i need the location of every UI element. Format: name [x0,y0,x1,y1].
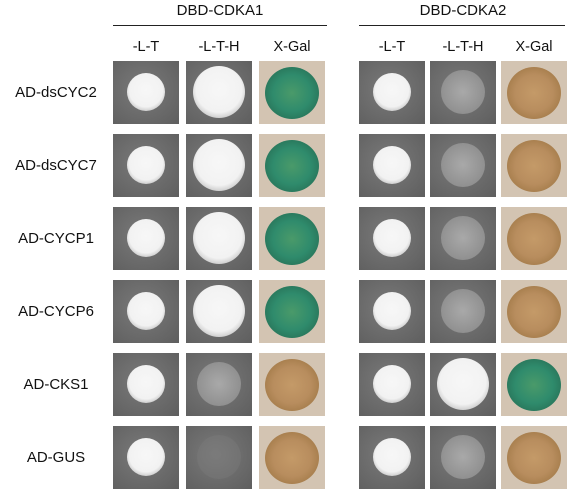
white-colony [193,285,245,337]
faint-colony [441,289,485,333]
group-underline-cdka2 [359,25,565,26]
blue-colony [507,359,561,411]
brown-colony [265,432,319,484]
white-colony [127,73,165,111]
white-colony [193,212,245,264]
white-colony [373,73,411,111]
white-colony [373,146,411,184]
white-colony [373,365,411,403]
brown-colony [507,432,561,484]
spot-panel [259,280,325,343]
spot-panel [186,280,252,343]
spot-panel [430,426,496,489]
spot-panel [186,207,252,270]
spot-panel [359,280,425,343]
blue-colony [265,286,319,338]
col-label-cdka1-xgal: X-Gal [273,39,311,55]
spot-panel [259,61,325,124]
spot-panel [501,280,567,343]
spot-panel [259,134,325,197]
spot-panel [430,353,496,416]
spot-panel [259,207,325,270]
spot-panel [359,207,425,270]
white-colony [373,292,411,330]
spot-panel [113,134,179,197]
spot-panel [186,426,252,489]
brown-colony [507,286,561,338]
spot-panel [259,353,325,416]
brown-colony [507,67,561,119]
col-label-cdka2-lt: -L-T [378,39,406,55]
col-label-cdka2-xgal: X-Gal [515,39,553,55]
white-colony [373,219,411,257]
spot-panel [186,134,252,197]
row-label-cycp1: AD-CYCP1 [18,230,94,247]
row-label-cks1: AD-CKS1 [23,376,89,393]
faint-colony [441,70,485,114]
white-colony [193,66,245,118]
brown-colony [507,140,561,192]
col-label-cdka1-lt: -L-T [132,39,160,55]
white-colony [437,358,489,410]
spot-panel [430,207,496,270]
spot-panel [113,61,179,124]
spot-panel [430,280,496,343]
white-colony [127,292,165,330]
row-label-dscyc2: AD-dsCYC2 [15,84,97,101]
spot-panel [359,426,425,489]
blue-colony [265,140,319,192]
spot-panel [359,134,425,197]
faint-colony [441,216,485,260]
col-label-cdka1-lth: -L-T-H [198,39,240,55]
spot-panel [501,353,567,416]
white-colony [193,139,245,191]
blue-colony [265,213,319,265]
row-label-dscyc7: AD-dsCYC7 [15,157,97,174]
brown-colony [265,359,319,411]
spot-panel [359,61,425,124]
group-underline-cdka1 [113,25,327,26]
row-label-gus: AD-GUS [26,449,86,466]
spot-panel [501,134,567,197]
spot-panel [501,207,567,270]
spot-panel [359,353,425,416]
white-colony [127,146,165,184]
brown-colony [507,213,561,265]
no-growth-spot [197,435,241,479]
white-colony [127,365,165,403]
spot-panel [186,61,252,124]
spot-panel [430,61,496,124]
spot-panel [501,61,567,124]
spot-panel [430,134,496,197]
blue-colony [265,67,319,119]
row-label-cycp6: AD-CYCP6 [18,303,94,320]
col-label-cdka2-lth: -L-T-H [442,39,484,55]
spot-panel [113,280,179,343]
white-colony [373,438,411,476]
spot-panel [186,353,252,416]
faint-colony [441,143,485,187]
group-title-cdka1: DBD-CDKA1 [176,2,264,19]
white-colony [127,219,165,257]
white-colony [127,438,165,476]
spot-panel [501,426,567,489]
spot-panel [113,426,179,489]
faint-colony [197,362,241,406]
group-title-cdka2: DBD-CDKA2 [419,2,507,19]
faint-colony [441,435,485,479]
spot-panel [113,353,179,416]
spot-panel [259,426,325,489]
spot-panel [113,207,179,270]
